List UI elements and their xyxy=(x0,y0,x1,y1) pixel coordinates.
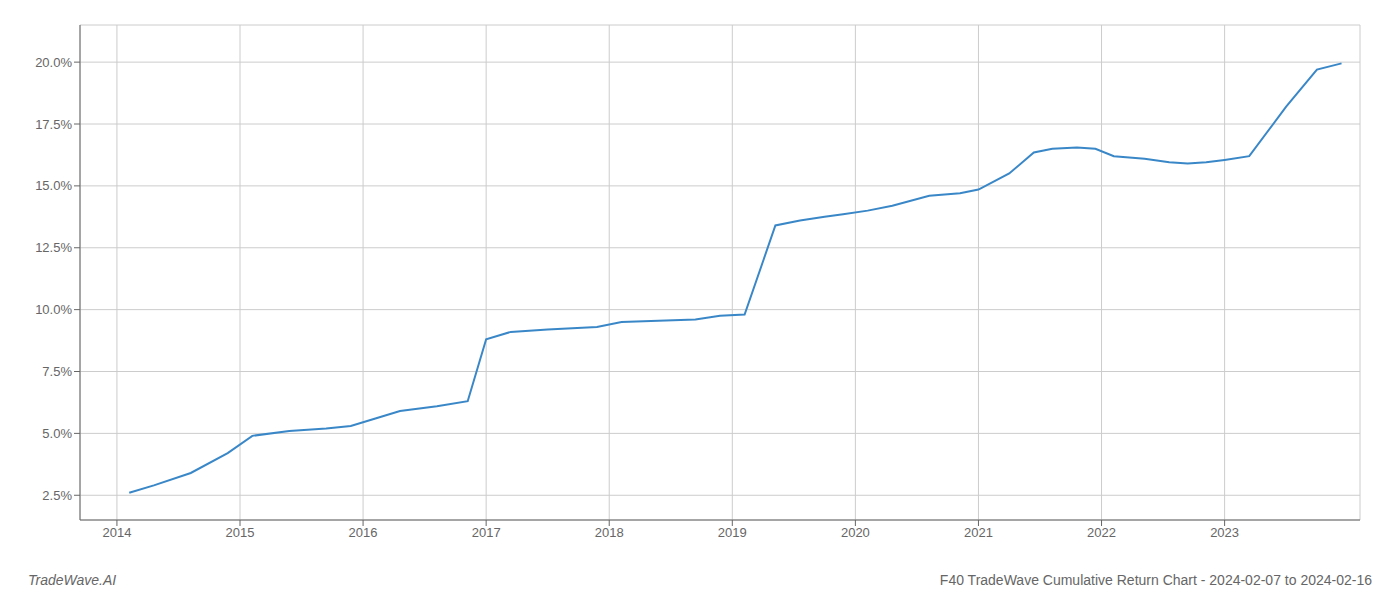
html-text:TradeWave.AI: TradeWave.AI xyxy=(28,572,117,588)
svg-text:2018: 2018 xyxy=(595,525,624,540)
svg-text:2014: 2014 xyxy=(102,525,131,540)
svg-text:2020: 2020 xyxy=(841,525,870,540)
svg-text:20.0%: 20.0% xyxy=(35,55,72,70)
svg-text:2016: 2016 xyxy=(349,525,378,540)
svg-text:2015: 2015 xyxy=(226,525,255,540)
svg-text:2.5%: 2.5% xyxy=(42,488,72,503)
svg-text:5.0%: 5.0% xyxy=(42,426,72,441)
svg-text:10.0%: 10.0% xyxy=(35,302,72,317)
svg-text:2021: 2021 xyxy=(964,525,993,540)
svg-text:7.5%: 7.5% xyxy=(42,364,72,379)
svg-text:12.5%: 12.5% xyxy=(35,240,72,255)
svg-text:2023: 2023 xyxy=(1210,525,1239,540)
html-text:F40 TradeWave Cumulative Retur: F40 TradeWave Cumulative Return Chart - … xyxy=(939,572,1372,588)
svg-text:2019: 2019 xyxy=(718,525,747,540)
svg-text:17.5%: 17.5% xyxy=(35,117,72,132)
svg-text:2022: 2022 xyxy=(1087,525,1116,540)
svg-text:15.0%: 15.0% xyxy=(35,178,72,193)
svg-text:2017: 2017 xyxy=(472,525,501,540)
